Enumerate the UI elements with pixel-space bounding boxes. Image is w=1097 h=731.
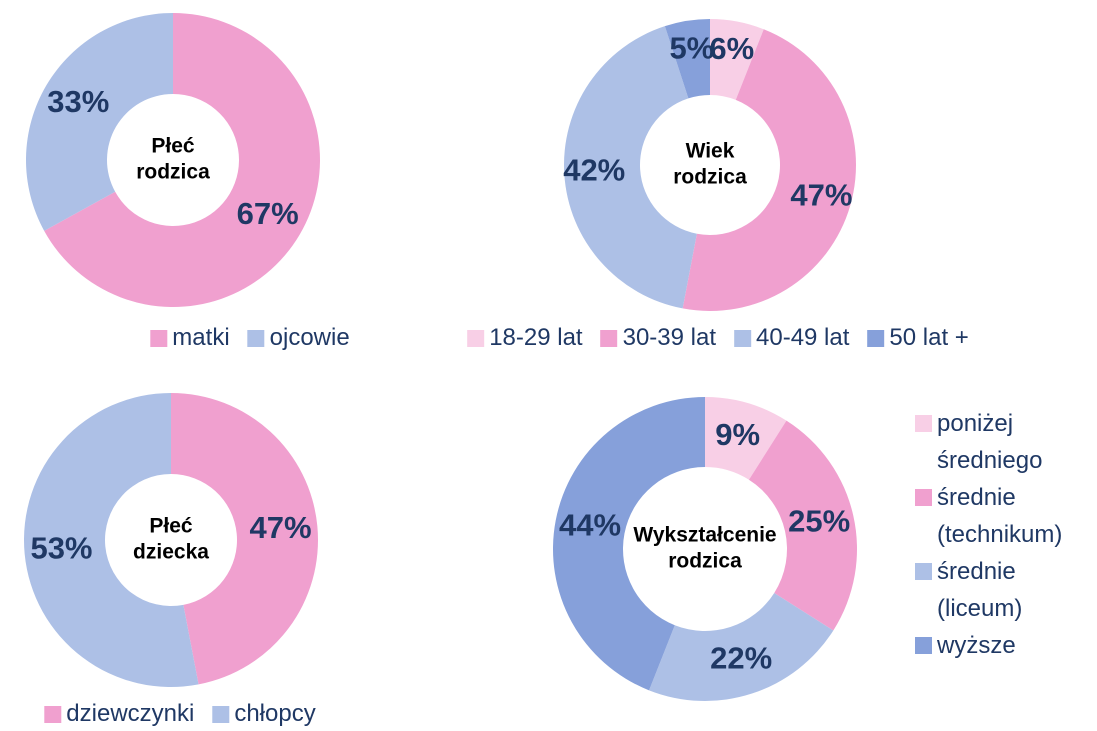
legend-label: średnie (liceum) (937, 558, 1023, 622)
donut-slice (649, 592, 834, 701)
donut-slice (664, 19, 710, 99)
donut-slice (44, 13, 321, 307)
legend: 18-29 lat 30-39 lat 40-49 lat 50 lat + (467, 324, 969, 352)
data-label: 44% (559, 507, 621, 542)
legend: poniżej średniego średnie (technikum) śred… (915, 405, 1095, 664)
legend-label: poniżej średniego (937, 410, 1043, 474)
legend-swatch (734, 329, 751, 347)
data-label: 42% (563, 152, 625, 187)
legend-item: 18-29 lat (467, 324, 583, 352)
legend-swatch (600, 329, 618, 347)
legend: matki ojcowie (150, 324, 350, 352)
donut-slice (171, 393, 318, 685)
center-label: dziecka (133, 541, 209, 564)
data-label: 5% (669, 31, 714, 66)
legend-item: 40-49 lat (734, 324, 849, 352)
legend-label: wyższe (937, 632, 1016, 659)
legend-label: 50 lat + (889, 324, 969, 351)
data-label: 67% (237, 196, 299, 231)
donut-slice (682, 29, 856, 311)
legend-swatch (915, 489, 932, 506)
legend-label: 40-49 lat (756, 324, 850, 351)
legend-item: chłopcy (212, 700, 316, 728)
legend-label: ojcowie (269, 324, 350, 351)
donut-slice (748, 420, 857, 631)
legend-label: 18-29 lat (489, 324, 583, 351)
legend-swatch (247, 329, 265, 347)
donut-slice (23, 393, 199, 687)
donut-slice (564, 26, 697, 309)
legend-label: chłopcy (234, 700, 316, 727)
legend-item: 50 lat + (867, 324, 969, 352)
legend-swatch (915, 637, 932, 654)
legend-swatch (915, 563, 932, 580)
data-label: 47% (790, 178, 852, 213)
data-label: 33% (47, 84, 109, 119)
legend-swatch (867, 329, 885, 347)
legend-swatch (44, 705, 62, 723)
legend-item: matki (150, 324, 230, 352)
legend-label: matki (172, 324, 230, 351)
legend-item: średnie (technikum) (915, 479, 1095, 553)
donut-slice (705, 397, 787, 480)
data-label: 53% (30, 531, 92, 566)
center-label: Płeć (151, 135, 195, 158)
legend-item: 30-39 lat (600, 324, 716, 352)
data-label: 9% (715, 417, 760, 452)
legend-swatch (467, 329, 485, 347)
center-label: rodzica (136, 161, 210, 184)
legend-label: średnie (technikum) (937, 484, 1063, 548)
data-label: 22% (710, 640, 772, 675)
legend-item: ojcowie (247, 324, 350, 352)
legend: dziewczynki chłopcy (44, 700, 316, 728)
data-label: 6% (709, 31, 754, 66)
legend-item: wyższe (915, 627, 1095, 664)
data-label: 25% (788, 504, 850, 539)
legend-swatch (915, 415, 932, 432)
legend-label: dziewczynki (66, 700, 195, 727)
donut-slice (710, 19, 764, 100)
center-label: rodzica (673, 166, 747, 189)
legend-swatch (212, 705, 230, 723)
legend-item: poniżej średniego (915, 405, 1095, 479)
legend-item: dziewczynki (44, 700, 194, 728)
data-label: 47% (249, 510, 311, 545)
center-label: Płeć (149, 515, 193, 538)
donut-slice (26, 13, 173, 231)
center-label: Wykształcenie (633, 524, 776, 547)
legend-label: 30-39 lat (622, 324, 716, 351)
center-label: rodzica (668, 550, 742, 573)
legend-item: średnie (liceum) (915, 553, 1095, 627)
legend-swatch (150, 329, 168, 347)
donut-slice (552, 397, 705, 691)
center-label: Wiek (686, 140, 735, 163)
